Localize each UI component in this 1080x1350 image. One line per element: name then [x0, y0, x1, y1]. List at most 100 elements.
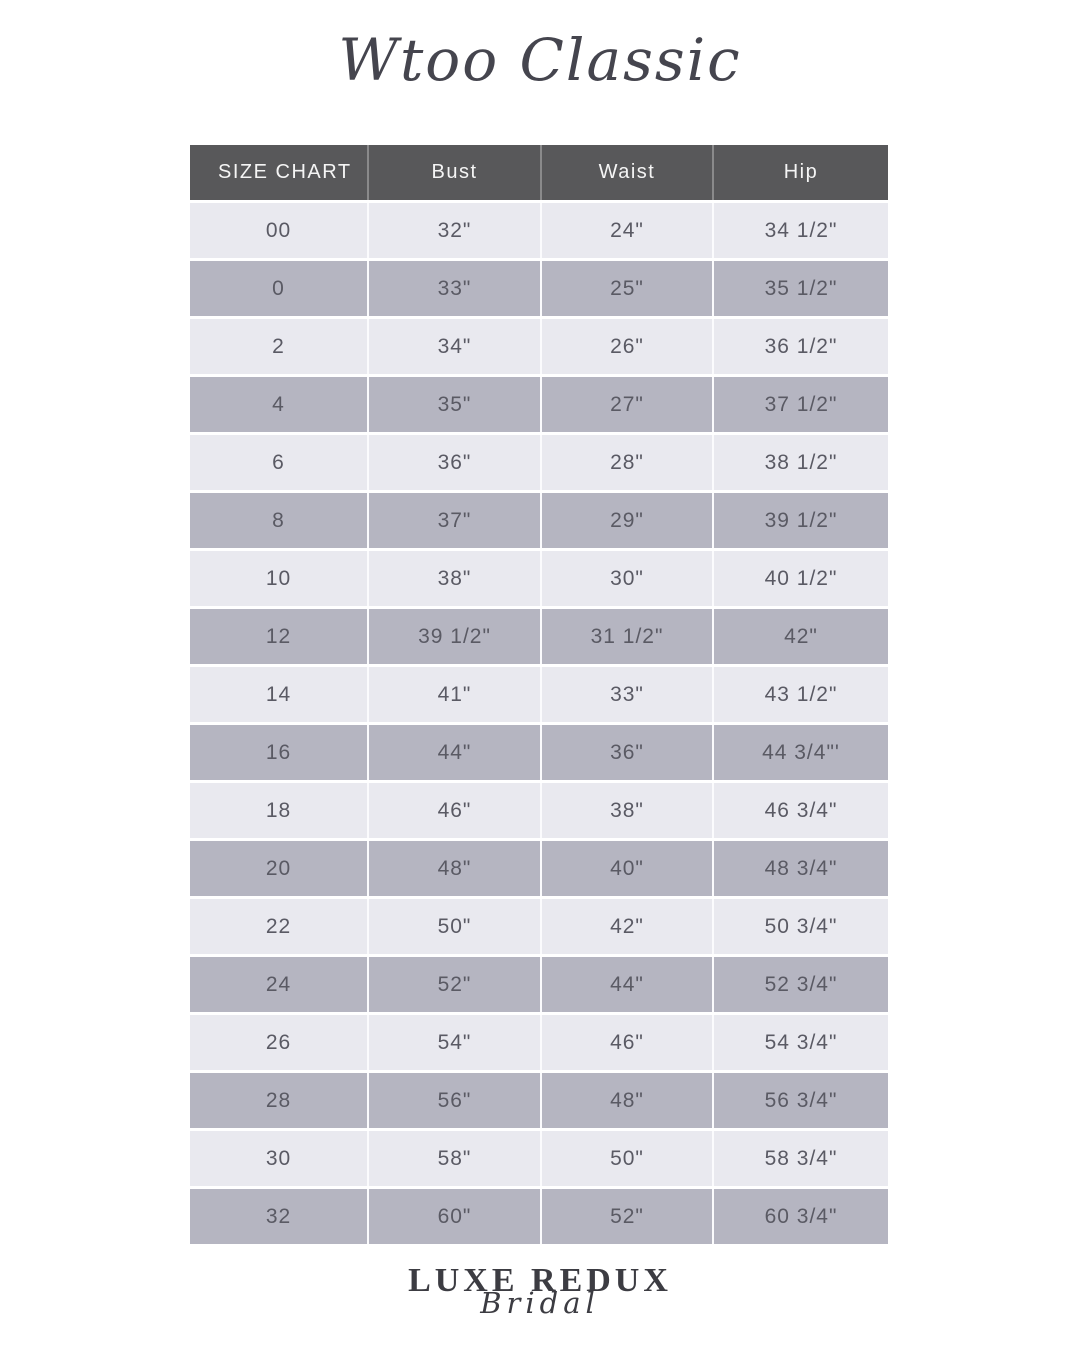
- bust-cell: 33": [367, 261, 540, 316]
- bust-cell: 48": [367, 841, 540, 896]
- bust-cell: 56": [367, 1073, 540, 1128]
- bust-cell: 38": [367, 551, 540, 606]
- hip-cell: 44 3/4"': [712, 725, 888, 780]
- size-cell: 16: [265, 740, 292, 764]
- header-bust: Bust: [367, 145, 540, 200]
- waist-cell: 50": [540, 1131, 712, 1186]
- table-row: 14 41" 33" 43 1/2": [190, 667, 888, 722]
- size-cell: 0: [272, 276, 285, 300]
- size-cell: 26: [265, 1030, 292, 1054]
- hip-cell: 35 1/2": [712, 261, 888, 316]
- table-row: 12 39 1/2" 31 1/2" 42": [190, 609, 888, 664]
- hip-cell: 34 1/2": [712, 203, 888, 258]
- size-cell: 24: [265, 972, 292, 996]
- bust-cell: 41": [367, 667, 540, 722]
- waist-cell: 36": [540, 725, 712, 780]
- size-cell: 00: [265, 218, 292, 242]
- bust-cell: 60": [367, 1189, 540, 1244]
- table-header-row: SIZE CHART Bust Waist Hip: [190, 145, 888, 200]
- size-cell: 18: [265, 798, 292, 822]
- bust-cell: 58": [367, 1131, 540, 1186]
- hip-cell: 43 1/2": [712, 667, 888, 722]
- waist-cell: 46": [540, 1015, 712, 1070]
- hip-cell: 37 1/2": [712, 377, 888, 432]
- size-cell: 14: [265, 682, 292, 706]
- waist-cell: 27": [540, 377, 712, 432]
- table-row: 22 50" 42" 50 3/4": [190, 899, 888, 954]
- logo-script: Bridal: [480, 1286, 600, 1320]
- bust-cell: 37": [367, 493, 540, 548]
- waist-cell: 38": [540, 783, 712, 838]
- header-hip: Hip: [712, 145, 888, 200]
- table-row: 10 38" 30" 40 1/2": [190, 551, 888, 606]
- bust-cell: 44": [367, 725, 540, 780]
- hip-cell: 42": [712, 609, 888, 664]
- size-cell: 22: [265, 914, 292, 938]
- table-row: 00 32" 24" 34 1/2": [190, 203, 888, 258]
- size-cell: 32: [265, 1204, 292, 1228]
- bust-cell: 35": [367, 377, 540, 432]
- waist-cell: 48": [540, 1073, 712, 1128]
- size-cell: 2: [272, 334, 285, 358]
- hip-cell: 39 1/2": [712, 493, 888, 548]
- logo-wordmark: LUXE REDUX: [408, 1262, 672, 1299]
- bust-cell: 50": [367, 899, 540, 954]
- table-row: 8 37" 29" 39 1/2": [190, 493, 888, 548]
- hip-cell: 56 3/4": [712, 1073, 888, 1128]
- size-cell: 28: [265, 1088, 292, 1112]
- hip-cell: 52 3/4": [712, 957, 888, 1012]
- waist-cell: 33": [540, 667, 712, 722]
- bust-cell: 52": [367, 957, 540, 1012]
- table-row: 20 48" 40" 48 3/4": [190, 841, 888, 896]
- hip-cell: 46 3/4": [712, 783, 888, 838]
- waist-cell: 44": [540, 957, 712, 1012]
- waist-cell: 25": [540, 261, 712, 316]
- size-chart-table: SIZE CHART Bust Waist Hip 00 32" 24" 34 1/2…: [190, 145, 888, 1244]
- table-row: 4 35" 27" 37 1/2": [190, 377, 888, 432]
- size-cell: 8: [272, 508, 285, 532]
- table-row: 24 52" 44" 52 3/4": [190, 957, 888, 1012]
- hip-cell: 60 3/4": [712, 1189, 888, 1244]
- size-cell: 10: [265, 566, 292, 590]
- waist-cell: 24": [540, 203, 712, 258]
- hip-cell: 58 3/4": [712, 1131, 888, 1186]
- size-cell: 30: [265, 1146, 292, 1170]
- waist-cell: 29": [540, 493, 712, 548]
- table-row: 32 60" 52" 60 3/4": [190, 1189, 888, 1244]
- table-row: 26 54" 46" 54 3/4": [190, 1015, 888, 1070]
- bust-cell: 54": [367, 1015, 540, 1070]
- table-row: 28 56" 48" 56 3/4": [190, 1073, 888, 1128]
- table-row: 18 46" 38" 46 3/4": [190, 783, 888, 838]
- size-cell: 4: [272, 392, 285, 416]
- table-row: 6 36" 28" 38 1/2": [190, 435, 888, 490]
- size-cell: 6: [272, 450, 285, 474]
- hip-cell: 50 3/4": [712, 899, 888, 954]
- header-waist: Waist: [540, 145, 712, 200]
- hip-cell: 48 3/4": [712, 841, 888, 896]
- size-cell: 12: [265, 624, 292, 648]
- bust-cell: 34": [367, 319, 540, 374]
- size-cell: 20: [265, 856, 292, 880]
- waist-cell: 26": [540, 319, 712, 374]
- table-body: 00 32" 24" 34 1/2" 0 33" 25" 35 1/2" 2 34" 26" 36 1…: [190, 203, 888, 1244]
- waist-cell: 28": [540, 435, 712, 490]
- hip-cell: 54 3/4": [712, 1015, 888, 1070]
- hip-cell: 40 1/2": [712, 551, 888, 606]
- table-row: 2 34" 26" 36 1/2": [190, 319, 888, 374]
- brand-title: Wtoo Classic: [338, 26, 742, 94]
- waist-cell: 42": [540, 899, 712, 954]
- footer-logo: LUXE REDUX Bridal: [0, 1262, 1080, 1320]
- bust-cell: 46": [367, 783, 540, 838]
- bust-cell: 39 1/2": [367, 609, 540, 664]
- waist-cell: 52": [540, 1189, 712, 1244]
- table-row: 16 44" 36" 44 3/4"': [190, 725, 888, 780]
- waist-cell: 40": [540, 841, 712, 896]
- table-row: 0 33" 25" 35 1/2": [190, 261, 888, 316]
- table-row: 30 58" 50" 58 3/4": [190, 1131, 888, 1186]
- waist-cell: 30": [540, 551, 712, 606]
- waist-cell: 31 1/2": [540, 609, 712, 664]
- header-size-chart: SIZE CHART: [218, 161, 352, 183]
- hip-cell: 38 1/2": [712, 435, 888, 490]
- bust-cell: 36": [367, 435, 540, 490]
